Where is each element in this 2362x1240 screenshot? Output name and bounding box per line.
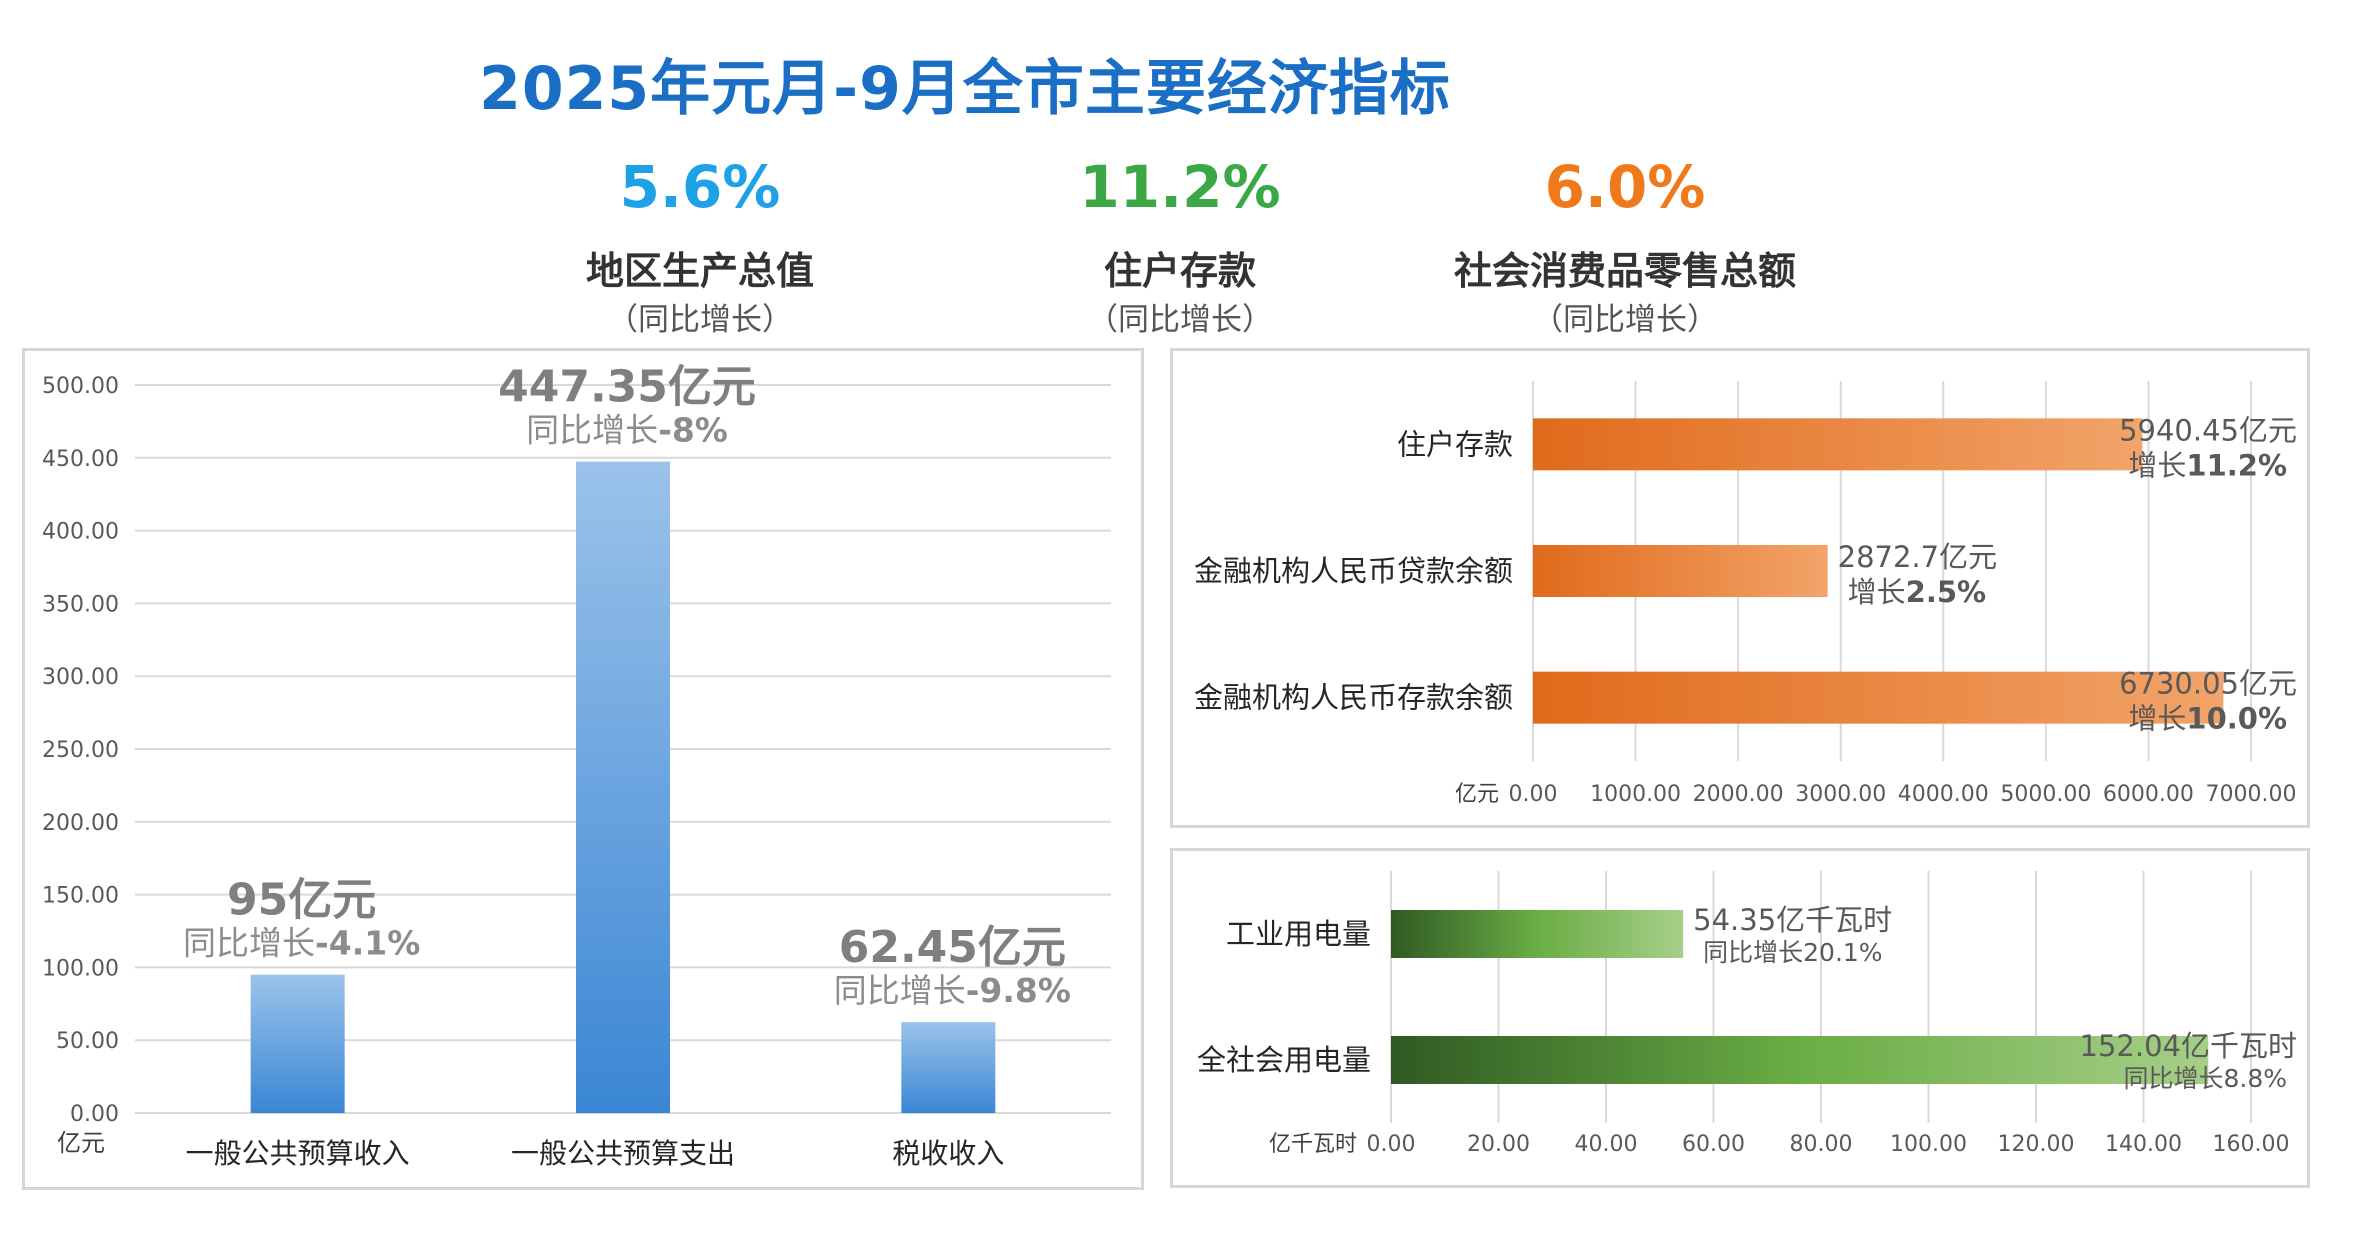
x-category-label: 税收收入 (892, 1137, 1004, 1170)
kpi-gdp-value: 5.6% (619, 153, 781, 221)
fiscal-bar-chart: 0.00 50.00 100.00 150.00 200.00 250.00 300.00 3… (42, 362, 1111, 1170)
page-title: 2025年元月-9月全市主要经济指标 (479, 54, 1451, 124)
x-tick-label: 160.00 (2213, 1132, 2290, 1157)
bar-growth-label: 同比增长-9.8% (834, 971, 1071, 1010)
x-tick-label: 40.00 (1575, 1132, 1638, 1157)
y-category-label: 金融机构人民币贷款余额 (1194, 554, 1513, 588)
growth-prefix: 增长 (1848, 575, 1906, 609)
growth-prefix: 同比增长 (1703, 938, 1803, 967)
growth-prefix: 增长 (2128, 702, 2186, 736)
bar-value-label: 62.45亿元 (839, 922, 1066, 973)
bar (1533, 671, 2224, 724)
growth-value: 20.1% (1803, 938, 1882, 967)
bar-value-label: 54.35亿千瓦时 (1693, 903, 1892, 937)
growth-value: 8.8% (2223, 1064, 2287, 1093)
growth-value: 2.5% (1906, 575, 1986, 609)
deposit-chart-panel: 0.00 1000.00 2000.00 3000.00 4000.00 5000.00 6… (1170, 348, 2310, 828)
y-tick-label: 300.00 (42, 665, 119, 690)
growth-prefix: 同比增长 (2123, 1064, 2223, 1093)
x-tick-label: 2000.00 (1693, 782, 1784, 807)
bar (250, 974, 345, 1113)
x-tick-label: 6000.00 (2103, 782, 2194, 807)
kpi-retail-sales-sub: （同比增长） (1532, 302, 1718, 338)
x-unit-label: 亿元 (1455, 782, 1499, 807)
kpi-gdp-sub: （同比增长） (607, 302, 793, 338)
kpi-household-deposit-value: 11.2% (1079, 153, 1281, 221)
x-tick-label: 3000.00 (1795, 782, 1886, 807)
bar-growth-label: 增长10.0% (2128, 702, 2287, 736)
y-category-label: 住户存款 (1397, 427, 1513, 461)
y-category-label: 金融机构人民币存款余额 (1194, 681, 1513, 715)
bar-value-label: 447.35亿元 (498, 362, 756, 413)
bar (1391, 1036, 2209, 1084)
bar-value-label: 2872.7亿元 (1838, 540, 1997, 574)
y-tick-label: 400.00 (42, 520, 119, 545)
x-tick-label: 0.00 (1367, 1132, 1416, 1157)
y-tick-label: 500.00 (42, 374, 119, 399)
y-category-label: 工业用电量 (1226, 917, 1371, 951)
kpi-household-deposit-name: 住户存款 (1103, 249, 1256, 293)
growth-value: 11.2% (2186, 448, 2287, 482)
kpi-gdp-name: 地区生产总值 (585, 249, 814, 293)
growth-prefix: 同比增长 (526, 411, 658, 450)
y-tick-label: 50.00 (56, 1029, 119, 1054)
x-unit-label: 亿千瓦时 (1269, 1132, 1357, 1157)
y-tick-label: 0.00 (70, 1102, 119, 1127)
bar (1391, 910, 1684, 958)
growth-value: 10.0% (2186, 702, 2287, 736)
bar-growth-label: 同比增长-4.1% (183, 924, 420, 963)
bar-growth-label: 同比增长20.1% (1703, 938, 1882, 967)
bar (1533, 545, 1828, 597)
bar (901, 1022, 996, 1113)
x-category-label: 一般公共预算收入 (186, 1137, 410, 1170)
kpi-retail-sales-value: 6.0% (1544, 153, 1706, 221)
x-tick-label: 5000.00 (2000, 782, 2091, 807)
y-tick-label: 200.00 (42, 811, 119, 836)
x-tick-label: 140.00 (2105, 1132, 2182, 1157)
growth-value: -4.1% (315, 924, 420, 963)
electricity-bar-chart: 0.00 20.00 40.00 60.00 80.00 100.00 120.00 140.… (1197, 871, 2297, 1157)
y-unit-label: 亿元 (57, 1129, 105, 1157)
y-tick-label: 250.00 (42, 738, 119, 763)
growth-prefix: 同比增长 (183, 924, 315, 963)
bar-growth-label: 同比增长8.8% (2123, 1064, 2287, 1093)
y-tick-label: 150.00 (42, 884, 119, 909)
x-tick-label: 120.00 (1998, 1132, 2075, 1157)
bar-value-label: 6730.05亿元 (2119, 667, 2297, 701)
kpi-household-deposit-sub: （同比增长） (1087, 302, 1273, 338)
kpi-retail-sales-name: 社会消费品零售总额 (1453, 249, 1796, 293)
x-tick-label: 20.00 (1467, 1132, 1530, 1157)
electricity-chart-panel: 0.00 20.00 40.00 60.00 80.00 100.00 120.00 140.… (1170, 848, 2310, 1188)
bar-growth-label: 同比增长-8% (526, 411, 728, 450)
growth-value: -9.8% (966, 971, 1071, 1010)
fiscal-chart-panel: 0.00 50.00 100.00 150.00 200.00 250.00 300.00 3… (22, 348, 1144, 1190)
x-tick-label: 80.00 (1790, 1132, 1853, 1157)
x-category-label: 一般公共预算支出 (511, 1137, 735, 1170)
growth-prefix: 增长 (2128, 448, 2186, 482)
x-tick-label: 0.00 (1509, 782, 1558, 807)
y-tick-label: 350.00 (42, 592, 119, 617)
growth-prefix: 同比增长 (834, 971, 966, 1010)
y-tick-label: 100.00 (42, 956, 119, 981)
bar-value-label: 152.04亿千瓦时 (2080, 1029, 2297, 1063)
bar-growth-label: 增长11.2% (2128, 448, 2287, 482)
y-tick-label: 450.00 (42, 447, 119, 472)
x-tick-label: 7000.00 (2206, 782, 2297, 807)
y-category-label: 全社会用电量 (1197, 1043, 1371, 1077)
kpi-retail-sales: 6.0% 社会消费品零售总额 （同比增长） (1365, 152, 1885, 340)
deposit-bar-chart: 0.00 1000.00 2000.00 3000.00 4000.00 5000.00 6… (1194, 381, 2297, 807)
bar-growth-label: 增长2.5% (1848, 575, 1986, 609)
bar (576, 461, 670, 1113)
x-tick-label: 1000.00 (1590, 782, 1681, 807)
x-tick-label: 100.00 (1890, 1132, 1967, 1157)
bar-value-label: 5940.45亿元 (2119, 413, 2297, 447)
bar (1533, 418, 2143, 471)
x-tick-label: 4000.00 (1898, 782, 1989, 807)
kpi-gdp: 5.6% 地区生产总值 （同比增长） (440, 152, 960, 340)
growth-value: -8% (658, 411, 728, 450)
kpi-household-deposit: 11.2% 住户存款 （同比增长） (920, 152, 1440, 340)
x-tick-label: 60.00 (1682, 1132, 1745, 1157)
bar-value-label: 95亿元 (227, 875, 376, 926)
